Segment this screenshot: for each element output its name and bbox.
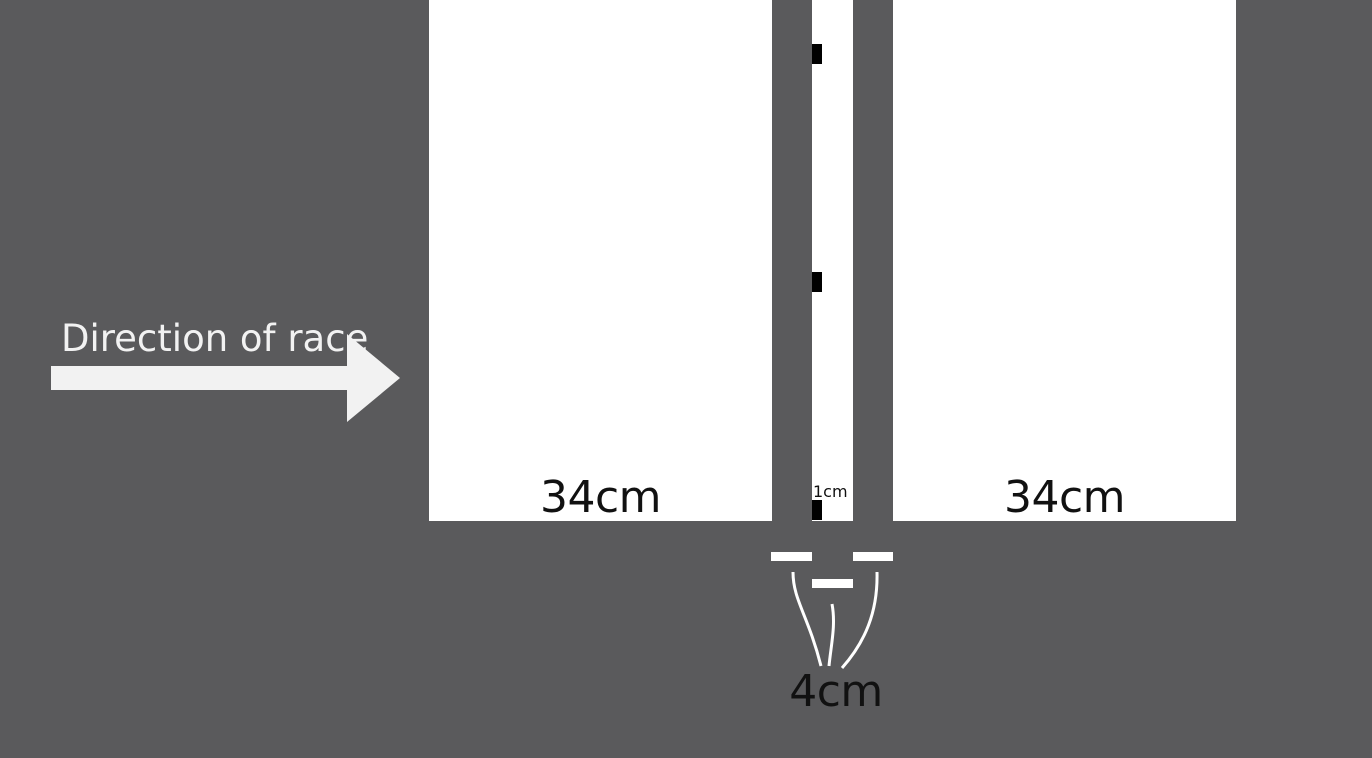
gap-width-label: 4cm	[789, 666, 883, 717]
leader-line-right	[840, 571, 879, 669]
strip-marker-middle	[812, 272, 822, 292]
right-arrow-icon	[51, 334, 400, 422]
gap-bar-right	[853, 552, 893, 561]
leader-line-center	[827, 603, 835, 667]
center-strip	[812, 0, 853, 521]
strip-marker-bottom	[812, 500, 822, 520]
right-block: 34cm	[893, 0, 1236, 521]
right-block-width-label: 34cm	[1003, 472, 1126, 523]
gap-bar-center	[812, 579, 853, 588]
gap-bar-left	[771, 552, 812, 561]
direction-label: Direction of race	[61, 317, 369, 360]
center-strip-width-label: 1cm	[813, 482, 848, 501]
left-block: 34cm	[429, 0, 772, 521]
strip-marker-top	[812, 44, 822, 64]
left-block-width-label: 34cm	[539, 472, 662, 523]
leader-line-left	[791, 571, 823, 667]
